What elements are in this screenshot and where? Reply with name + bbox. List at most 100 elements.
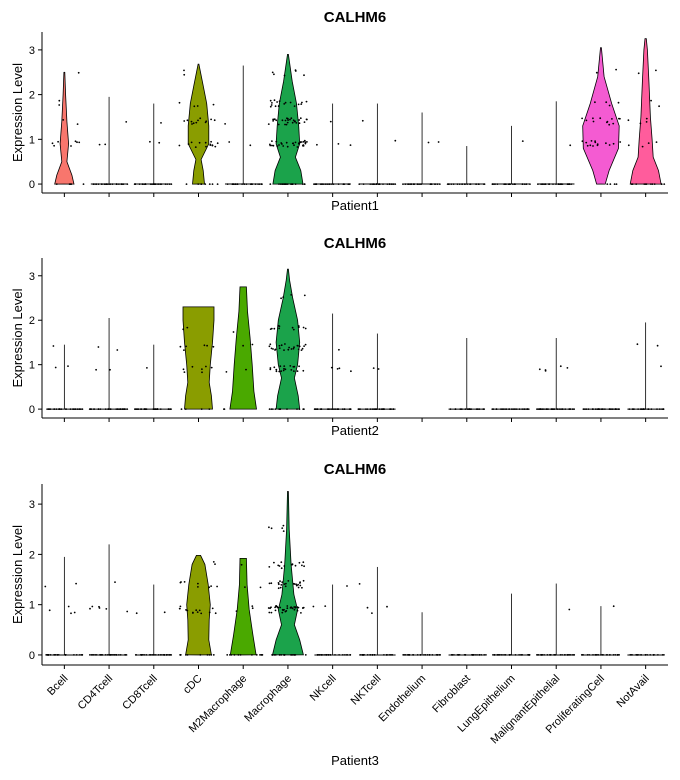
data-point xyxy=(204,183,207,186)
data-point xyxy=(394,139,397,142)
data-point xyxy=(280,297,282,300)
data-point xyxy=(300,612,302,614)
data-point xyxy=(382,183,384,186)
data-point xyxy=(178,607,181,610)
y-tick-label: 0 xyxy=(29,179,35,191)
data-point xyxy=(515,408,518,410)
data-point xyxy=(208,408,211,410)
data-point xyxy=(300,141,303,143)
data-point xyxy=(158,141,161,144)
data-point xyxy=(526,408,528,410)
data-point xyxy=(649,654,652,656)
data-point xyxy=(283,608,285,611)
data-point xyxy=(294,69,297,71)
data-point xyxy=(592,654,594,656)
data-point xyxy=(572,654,575,656)
data-point xyxy=(297,326,300,329)
data-point xyxy=(113,654,115,656)
data-point xyxy=(76,408,79,410)
data-point xyxy=(431,654,434,656)
data-point xyxy=(105,608,108,610)
data-point xyxy=(47,654,49,656)
data-point xyxy=(371,612,373,614)
data-point xyxy=(459,408,462,410)
data-point xyxy=(293,608,296,611)
data-point xyxy=(210,585,213,587)
data-point xyxy=(57,654,60,656)
data-point xyxy=(167,408,170,410)
data-point xyxy=(281,183,283,186)
data-point xyxy=(478,654,481,656)
data-point xyxy=(296,609,299,612)
y-tick-label: 2 xyxy=(29,549,35,561)
data-point xyxy=(402,183,404,186)
data-point xyxy=(183,349,185,351)
panel-2: CALHM6 0 1 2 3 Expression Level Patient2 xyxy=(10,235,668,438)
data-point xyxy=(324,605,327,607)
data-point xyxy=(303,345,305,347)
data-point xyxy=(544,183,547,186)
data-point xyxy=(197,183,200,186)
data-point xyxy=(297,348,300,351)
data-point xyxy=(302,408,305,410)
data-point xyxy=(539,408,541,410)
data-point xyxy=(150,183,153,186)
data-point xyxy=(320,654,323,656)
data-point xyxy=(257,183,259,186)
data-point xyxy=(277,123,280,126)
data-point xyxy=(330,408,332,410)
data-point xyxy=(285,123,288,126)
data-point xyxy=(53,144,55,147)
data-point xyxy=(280,344,283,347)
data-point xyxy=(403,654,406,656)
data-point xyxy=(297,142,300,145)
data-point xyxy=(290,117,293,120)
data-point xyxy=(185,654,187,656)
data-point xyxy=(274,654,277,656)
data-point xyxy=(278,327,280,330)
data-point xyxy=(304,141,307,144)
data-point xyxy=(283,654,286,656)
data-point xyxy=(269,144,272,147)
data-point xyxy=(498,654,501,656)
data-point xyxy=(536,408,538,410)
data-point xyxy=(614,654,617,656)
data-point xyxy=(212,103,215,106)
data-point xyxy=(254,183,257,186)
data-point xyxy=(518,408,521,410)
data-point xyxy=(275,119,278,122)
data-point xyxy=(279,408,281,410)
data-point xyxy=(571,408,574,410)
panel-1: CALHM6 0 1 2 3 Expression Level Patient1 xyxy=(10,9,668,213)
data-point xyxy=(537,183,539,186)
data-point xyxy=(79,654,81,656)
data-point xyxy=(596,144,599,147)
data-point xyxy=(195,121,198,124)
data-point xyxy=(269,99,272,102)
data-point xyxy=(115,408,118,410)
data-point xyxy=(281,608,284,611)
data-point xyxy=(179,581,182,584)
data-point xyxy=(197,119,199,122)
data-point xyxy=(594,141,597,144)
data-point xyxy=(303,74,305,77)
data-point xyxy=(214,612,217,615)
data-point xyxy=(302,606,305,609)
data-point xyxy=(200,612,203,615)
data-point xyxy=(409,183,412,186)
data-point xyxy=(286,117,289,120)
data-point xyxy=(82,183,85,186)
data-point xyxy=(255,654,258,656)
data-point xyxy=(559,654,562,656)
data-point xyxy=(651,183,654,186)
data-point xyxy=(251,605,254,607)
data-point xyxy=(550,408,553,410)
data-point xyxy=(461,183,464,186)
data-point xyxy=(586,654,589,656)
data-point xyxy=(280,654,283,656)
data-point xyxy=(151,654,154,656)
data-point xyxy=(243,183,246,186)
data-point xyxy=(293,370,295,372)
data-point xyxy=(226,183,229,186)
data-point xyxy=(299,582,301,584)
